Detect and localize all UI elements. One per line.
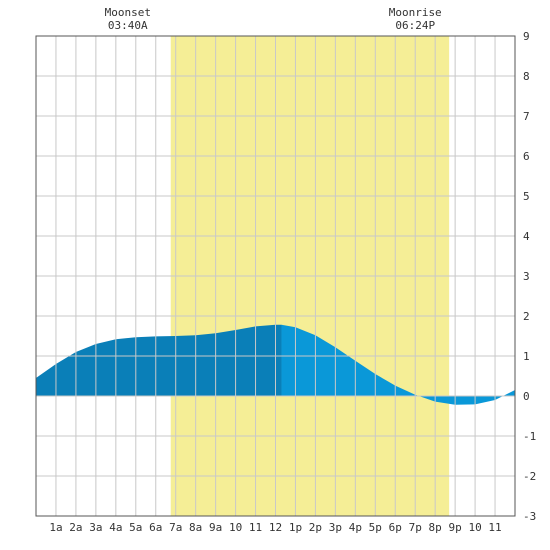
- x-tick-label: 5p: [369, 521, 382, 534]
- x-tick-label: 11: [488, 521, 501, 534]
- x-tick-label: 1p: [289, 521, 302, 534]
- y-tick-label: 5: [523, 190, 530, 203]
- moon-event-title: Moonset: [105, 6, 151, 19]
- moon-event-title: Moonrise: [389, 6, 442, 19]
- y-tick-label: -1: [523, 430, 536, 443]
- y-tick-label: 6: [523, 150, 530, 163]
- x-tick-label: 3p: [329, 521, 342, 534]
- x-tick-label: 6p: [389, 521, 402, 534]
- x-tick-label: 5a: [129, 521, 142, 534]
- x-tick-label: 10: [468, 521, 481, 534]
- x-tick-label: 2a: [69, 521, 82, 534]
- x-tick-label: 12: [269, 521, 282, 534]
- x-tick-label: 11: [249, 521, 262, 534]
- y-tick-label: 0: [523, 390, 530, 403]
- x-tick-label: 9a: [209, 521, 222, 534]
- x-tick-label: 2p: [309, 521, 322, 534]
- grid-layer: [35, 35, 516, 517]
- x-tick-label: 8a: [189, 521, 202, 534]
- plot-frame: [35, 35, 516, 517]
- y-tick-label: -2: [523, 470, 536, 483]
- x-tick-label: 7p: [409, 521, 422, 534]
- y-tick-label: 7: [523, 110, 530, 123]
- tide-area-future: [281, 324, 515, 405]
- x-tick-label: 4a: [109, 521, 122, 534]
- x-tick-label: 3a: [89, 521, 102, 534]
- x-tick-label: 6a: [149, 521, 162, 534]
- y-tick-label: 9: [523, 30, 530, 43]
- tide-area-past: [36, 324, 282, 396]
- x-tick-label: 8p: [429, 521, 442, 534]
- x-tick-label: 1a: [49, 521, 62, 534]
- y-tick-label: 8: [523, 70, 530, 83]
- y-tick-label: -3: [523, 510, 536, 523]
- tide-area-layer: [36, 324, 515, 405]
- y-tick-label: 3: [523, 270, 530, 283]
- x-tick-label: 7a: [169, 521, 182, 534]
- x-tick-label: 4p: [349, 521, 362, 534]
- y-tick-label: 1: [523, 350, 530, 363]
- y-tick-label: 2: [523, 310, 530, 323]
- moon-event-time: 03:40A: [108, 19, 148, 32]
- x-tick-label: 10: [229, 521, 242, 534]
- x-tick-label: 9p: [449, 521, 462, 534]
- y-tick-label: 4: [523, 230, 530, 243]
- moon-event-time: 06:24P: [395, 19, 435, 32]
